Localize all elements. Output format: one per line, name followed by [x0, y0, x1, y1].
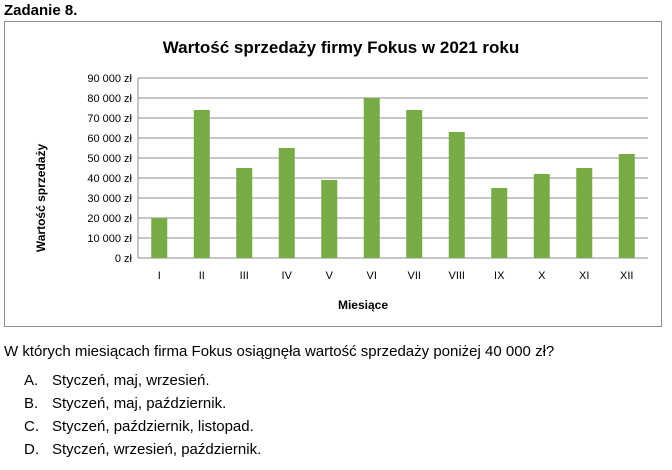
x-tick-label: VIII: [448, 270, 465, 282]
bar-XI: [576, 168, 593, 258]
answer-option-b[interactable]: B. Styczeń, maj, październik.: [24, 394, 261, 417]
answer-text: Styczeń, październik, listopad.: [52, 418, 254, 435]
answer-text: Styczeń, maj, wrzesień.: [52, 372, 210, 389]
y-tick-labels: 0 zł 10 000 zł 20 000 zł 30 000 zł 40 000 zł…: [87, 73, 132, 265]
bar-VI: [363, 98, 380, 258]
x-tick-label: IV: [282, 270, 293, 282]
y-tick-label: 90 000 zł: [87, 73, 132, 85]
answer-option-d[interactable]: D. Styczeń, wrzesień, październik.: [24, 440, 261, 463]
x-tick-label: VI: [367, 270, 377, 282]
answer-list: A. Styczeń, maj, wrzesień. B. Styczeń, maj…: [24, 371, 261, 463]
bar-VIII: [448, 132, 465, 258]
answer-text: Styczeń, wrzesień, październik.: [52, 441, 262, 458]
x-axis-label: Miesiące: [338, 298, 388, 312]
answer-text: Styczeń, maj, październik.: [52, 395, 227, 412]
bar-XII: [618, 154, 635, 258]
y-axis-label: Wartość sprzedaży: [34, 144, 48, 253]
x-tick-label: II: [199, 270, 205, 282]
answer-letter: D.: [24, 441, 39, 458]
answer-option-a[interactable]: A. Styczeń, maj, wrzesień.: [24, 371, 261, 394]
answer-letter: A.: [24, 372, 39, 389]
bar-V: [321, 180, 338, 258]
x-tick-label: VII: [408, 270, 421, 282]
bar-IV: [278, 148, 295, 258]
bar-II: [193, 110, 210, 258]
bars: [151, 98, 635, 258]
answer-letter: B.: [24, 395, 39, 412]
x-tick-label: X: [538, 270, 546, 282]
x-tick-label: XII: [620, 270, 633, 282]
answer-letter: C.: [24, 418, 39, 435]
x-tick-labels: I II III IV V VI VII VIII IX X XI XII: [158, 270, 634, 282]
task-heading: Zadanie 8.: [4, 2, 78, 19]
y-tick-label: 0 zł: [115, 253, 133, 265]
bar-X: [533, 174, 550, 258]
x-tick-label: XI: [579, 270, 589, 282]
y-tick-label: 40 000 zł: [87, 173, 132, 185]
y-tick-label: 70 000 zł: [87, 113, 132, 125]
x-tick-label: V: [326, 270, 334, 282]
question-text: W których miesiącach firma Fokus osiągnę…: [4, 343, 555, 360]
gridlines: [137, 77, 648, 259]
chart-frame: Wartość sprzedaży firmy Fokus w 2021 rok…: [4, 21, 662, 327]
bar-I: [151, 218, 168, 258]
y-tick-label: 60 000 zł: [87, 133, 132, 145]
x-tick-label: III: [240, 270, 249, 282]
chart-title: Wartość sprzedaży firmy Fokus w 2021 rok…: [163, 38, 520, 57]
bar-III: [236, 168, 253, 258]
y-tick-label: 50 000 zł: [87, 153, 132, 165]
y-tick-label: 30 000 zł: [87, 193, 132, 205]
bar-chart: Wartość sprzedaży firmy Fokus w 2021 rok…: [34, 38, 648, 312]
x-tick-label: IX: [494, 270, 505, 282]
y-tick-label: 10 000 zł: [87, 233, 132, 245]
bar-VII: [406, 110, 423, 258]
answer-option-c[interactable]: C. Styczeń, październik, listopad.: [24, 417, 261, 440]
bar-IX: [491, 188, 508, 258]
y-tick-label: 20 000 zł: [87, 213, 132, 225]
x-tick-label: I: [158, 270, 161, 282]
y-tick-label: 80 000 zł: [87, 93, 132, 105]
